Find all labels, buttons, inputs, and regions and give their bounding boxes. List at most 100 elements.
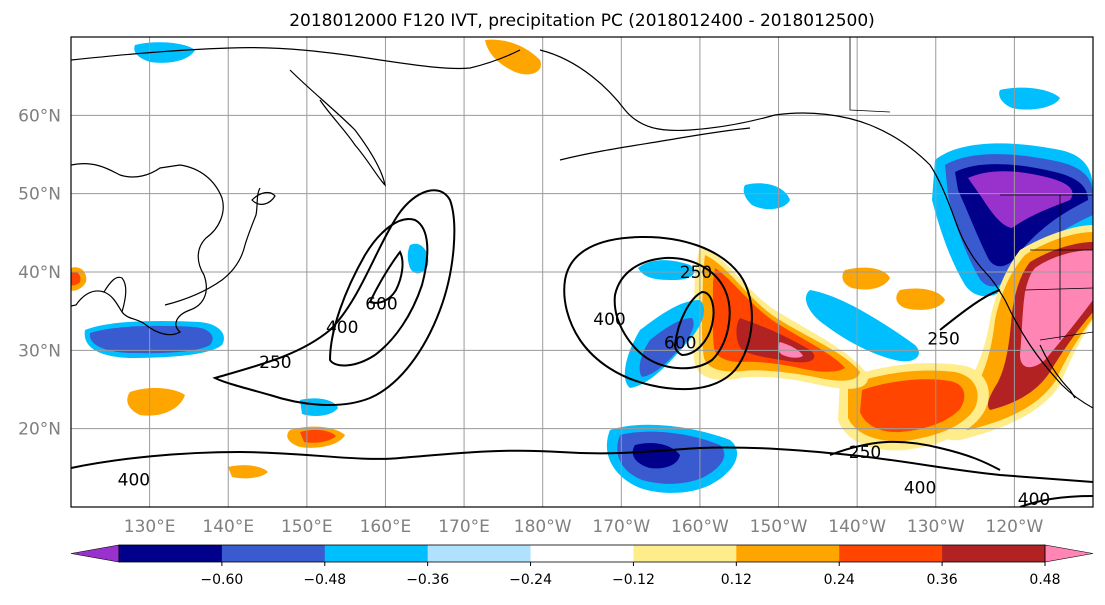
contour-label: 400 [118, 471, 150, 491]
shade-wpac-orange1 [127, 388, 185, 416]
lat-tick-label: 30°N [18, 341, 61, 361]
coast-hokkaido [251, 191, 276, 205]
lat-tick-label: 20°N [18, 420, 61, 440]
coast-baja [1039, 344, 1076, 399]
colorbar-segment [530, 545, 634, 562]
colorbar-segment [633, 545, 737, 562]
coast-korea [103, 276, 127, 313]
lon-tick-label: 130°W [907, 517, 965, 537]
colorbar-segment [324, 545, 429, 562]
shade-ca-pink [1020, 250, 1093, 368]
borders [849, 37, 1093, 341]
map-title: 2018012000 F120 IVT, precipitation PC (2… [289, 11, 875, 31]
lon-tick-label: 150°E [281, 517, 333, 537]
border-states [1024, 195, 1093, 340]
shade-gulf-orange2 [896, 288, 945, 310]
coast-asia [71, 163, 224, 336]
contour-label: 250 [927, 330, 959, 350]
colorbar-segment [221, 545, 326, 562]
contour-label: 250 [849, 443, 881, 463]
ivt-contours [71, 189, 1093, 507]
coast-siberia [71, 47, 521, 70]
map-gridlines [71, 37, 1093, 507]
colorbar-tick-label: −0.24 [509, 572, 552, 588]
colorbar-extend-low [70, 544, 120, 563]
colorbar-tick-label: 0.36 [927, 572, 958, 588]
lon-tick-label: 170°W [592, 517, 650, 537]
ivt-contour-central-600 [673, 290, 715, 357]
colorbar-extend-high [1044, 544, 1094, 563]
map-frame [70, 36, 1094, 508]
shade-wpac-orange3 [228, 465, 268, 479]
shade-korea-red [71, 271, 81, 286]
shade-cpac-ring [638, 260, 695, 280]
colorbar-segment [427, 545, 532, 562]
colorbar-tick-label: 0.24 [824, 572, 855, 588]
lon-tick-label: 180°W [514, 517, 572, 537]
shade-gulf-orange [842, 267, 890, 290]
coast-aleutians [559, 127, 751, 161]
colorbar-segment [119, 545, 223, 562]
shade-pnw-purple [968, 171, 1073, 228]
colorbar-segment [839, 545, 943, 562]
colorbar: −0.60 −0.48 −0.36 −0.24 −0.12 0.12 0.24 0.36 0.4… [70, 544, 1094, 588]
shade-alaska-orange [485, 39, 541, 75]
lon-tick-label: 170°E [438, 517, 490, 537]
ivt-contour-labels: 250 400 600 250 400 600 250 250 400 400 400 [118, 263, 1051, 510]
lat-tick-label: 40°N [18, 263, 61, 283]
coastlines [71, 47, 1093, 409]
contour-label: 600 [365, 294, 397, 314]
colorbar-tick-label: −0.36 [406, 572, 449, 588]
contour-label: 400 [593, 310, 625, 330]
coast-na-west [1004, 299, 1093, 409]
ivt-contour-se-400 [1019, 495, 1093, 507]
contour-label: 400 [904, 478, 936, 498]
lon-tick-label: 160°W [671, 517, 729, 537]
colorbar-segment [736, 545, 840, 562]
coast-kamchatka [289, 69, 386, 187]
coast-alaska [539, 49, 1006, 301]
border-us-mexico [1039, 331, 1093, 341]
lat-tick-label: 60°N [18, 106, 61, 126]
shade-wpac-red2 [300, 429, 336, 443]
shade-speck2 [300, 398, 338, 416]
colorbar-tick-label: −0.48 [303, 572, 346, 588]
shade-ar-blue [805, 290, 919, 362]
border-alaska [849, 37, 891, 113]
map-area: 250 400 600 250 400 600 250 250 400 400 400 [70, 36, 1094, 510]
ivt-contour-na-250 [939, 289, 1001, 331]
ivt-contour-central-250 [563, 235, 753, 391]
lat-tick-label: 50°N [18, 185, 61, 205]
colorbar-tick-label: −0.60 [200, 572, 243, 588]
contour-label: 250 [680, 263, 712, 283]
precipitation-shading [71, 39, 1093, 493]
ivt-contour-central-400 [613, 256, 731, 370]
lon-tick-label: 160°E [360, 517, 412, 537]
contour-label: 250 [259, 353, 291, 373]
lon-tick-label: 140°W [828, 517, 886, 537]
lon-tick-label: 150°W [750, 517, 808, 537]
colorbar-tick-label: 0.12 [721, 572, 752, 588]
contour-label: 400 [1018, 490, 1050, 510]
shade-epac-red [860, 379, 965, 433]
ivt-contour-south-250 [829, 440, 1001, 471]
lon-tick-label: 140°E [202, 517, 254, 537]
colorbar-segment [942, 545, 1046, 562]
latitude-labels: 60°N 50°N 40°N 30°N 20°N [18, 106, 61, 439]
colorbar-tick-label: 0.48 [1029, 572, 1060, 588]
contour-label: 400 [326, 318, 358, 338]
ivt-contour-west-400 [328, 218, 429, 367]
ivt-contour-west-250 [212, 189, 456, 406]
shade-japan-mid [89, 325, 213, 354]
coast-japan [164, 187, 261, 306]
ivt-contour-west-600 [368, 250, 404, 304]
lon-tick-label: 120°W [986, 517, 1044, 537]
shade-speck5 [407, 243, 429, 274]
lon-tick-label: 130°E [124, 517, 176, 537]
ivt-contour-south-400 [71, 446, 1093, 483]
contour-label: 600 [664, 334, 696, 354]
colorbar-tick-label: −0.12 [612, 572, 655, 588]
longitude-labels: 130°E 140°E 150°E 160°E 170°E 180°W 170°W 160°W… [124, 517, 1044, 537]
